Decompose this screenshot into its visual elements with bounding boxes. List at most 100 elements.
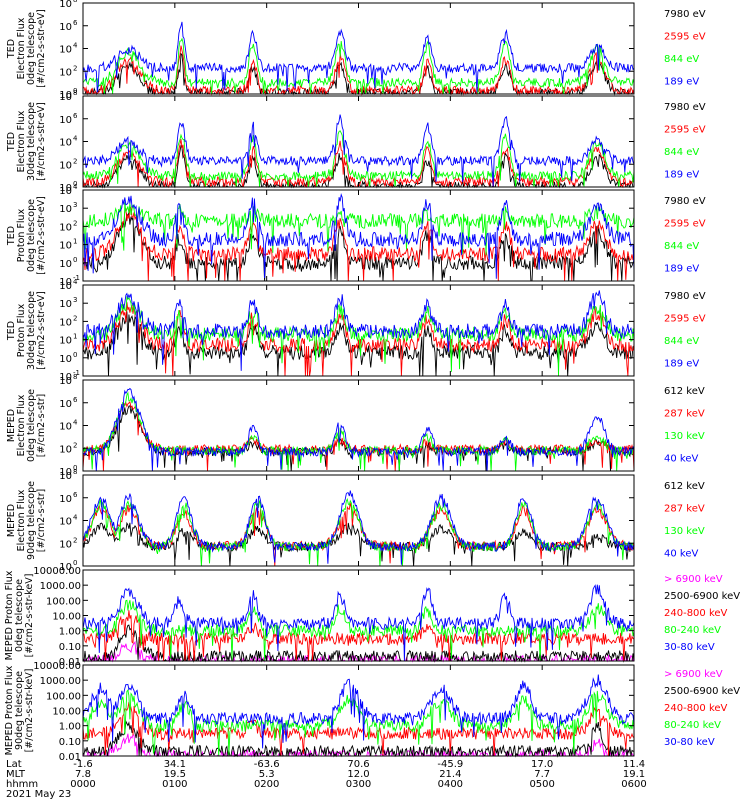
y-axis-label: [#/cm2-s-str-eV] (36, 102, 47, 181)
y-tick-exponent: 4 (73, 183, 78, 191)
y-tick-exponent: -1 (73, 274, 80, 282)
panel-8: 0.01 0.10 1.00 10.00 100.00 1000.00 10000.00 ME… (4, 661, 740, 763)
y-tick-label: 10 (59, 241, 72, 252)
y-axis-label: 30deg telescope (26, 102, 37, 181)
x-row-label: Lat (6, 759, 22, 770)
y-tick-label: 10 (59, 354, 72, 365)
legend-entry: 30-80 keV (664, 642, 715, 653)
y-tick-label: 10 (59, 138, 72, 149)
panel-7: 0.01 0.10 1.00 10.00 100.00 1000.00 10000.00 ME… (4, 566, 740, 668)
y-axis-label: 90deg telescope (26, 481, 37, 560)
date-label: 2021 May 23 (6, 789, 71, 800)
y-tick-exponent: 3 (73, 296, 77, 304)
y-tick-exponent: 4 (73, 42, 78, 50)
y-axis-label: [#/cm2-s-str] (36, 489, 47, 552)
x-tick-label: -1.6 (73, 759, 93, 770)
legend-entry: 7980 eV (664, 9, 706, 20)
series-line-80-240-kev (82, 599, 635, 662)
x-tick-label: -63.6 (254, 759, 280, 770)
series-line-844-ev (82, 37, 635, 95)
x-tick-label: 7.8 (75, 769, 91, 780)
series-line-30-80-kev (82, 584, 635, 662)
y-axis-label: 30deg telescope (26, 291, 37, 370)
legend-entry: 612 keV (664, 386, 705, 397)
legend-entry: 130 keV (664, 526, 705, 537)
y-tick-exponent: 2 (73, 314, 77, 322)
series-line-189-ev (82, 192, 635, 279)
y-tick-exponent: 4 (73, 135, 78, 143)
y-tick-label: 1.00 (59, 722, 81, 733)
y-tick-label: 100.00 (46, 596, 81, 607)
legend-entry: 2595 eV (664, 32, 706, 43)
y-tick-exponent: 2 (73, 536, 77, 544)
y-tick-label: 10 (59, 0, 72, 10)
y-axis-label: [#/cm2-s-str-keV] (24, 574, 35, 658)
series-line-612-kev (82, 405, 635, 472)
y-tick-label: 10 (59, 422, 72, 433)
y-axis-label: [#/cm2-s-str-eV] (36, 196, 47, 275)
legend-entry: 7980 eV (664, 196, 706, 207)
y-axis-label: MEPED (6, 409, 17, 442)
legend-entry: 612 keV (664, 481, 705, 492)
legend-entry: 130 keV (664, 431, 705, 442)
y-tick-exponent: 8 (73, 89, 77, 97)
y-tick-label: 10 (59, 67, 72, 78)
y-tick-label: 0.10 (59, 737, 81, 748)
y-tick-label: 10 (59, 494, 72, 505)
y-tick-label: 10 (59, 281, 72, 292)
y-tick-label: 0.01 (59, 657, 81, 668)
series-line-189-ev (82, 290, 635, 371)
y-tick-label: 10 (59, 467, 72, 478)
y-tick-label: 10 (59, 259, 72, 270)
x-tick-label: 0400 (438, 779, 463, 790)
y-tick-label: 1.00 (59, 627, 81, 638)
legend-entry: 80-240 keV (664, 720, 721, 731)
y-tick-label: 10 (59, 471, 72, 482)
legend-entry: 2500-6900 keV (664, 686, 740, 697)
y-tick-exponent: 0 (73, 180, 77, 188)
x-tick-label: 0000 (70, 779, 95, 790)
y-tick-label: 10.00 (52, 612, 81, 623)
x-tick-label: 0300 (346, 779, 371, 790)
series-line-240-800-kev (82, 701, 635, 757)
y-tick-exponent: 2 (73, 441, 77, 449)
y-tick-label: 10 (59, 399, 72, 410)
series-line-189-ev (82, 114, 635, 187)
x-tick-label: 0100 (162, 779, 187, 790)
y-tick-exponent: 2 (73, 219, 77, 227)
y-tick-label: 10 (59, 186, 72, 197)
y-tick-label: 10000.00 (33, 661, 81, 672)
legend-entry: 2595 eV (664, 125, 706, 136)
x-tick-label: 0200 (254, 779, 279, 790)
y-tick-label: 0.10 (59, 642, 81, 653)
y-axis-label: [#/cm2-s-str] (36, 394, 47, 457)
y-tick-exponent: 0 (73, 351, 77, 359)
series-line-130-kev (83, 498, 635, 567)
x-tick-label: 0500 (529, 779, 554, 790)
legend-entry: 844 eV (664, 147, 699, 158)
y-tick-label: 10 (59, 92, 72, 103)
y-tick-label: 10 (59, 376, 72, 387)
legend-entry: 240-800 keV (664, 703, 728, 714)
legend-entry: 2595 eV (664, 219, 706, 230)
y-tick-label: 10000.00 (33, 566, 81, 577)
x-tick-label: -45.9 (437, 759, 463, 770)
legend-entry: 287 keV (664, 504, 705, 515)
legend-entry: 40 keV (664, 549, 698, 560)
y-axis-label: Electron Flux (16, 110, 27, 172)
y-tick-label: 10 (59, 562, 72, 573)
legend-entry: 844 eV (664, 241, 699, 252)
x-tick-label: 70.6 (347, 759, 369, 770)
x-tick-label: 5.3 (259, 769, 275, 780)
panel-frame (82, 189, 635, 282)
y-tick-exponent: 3 (73, 201, 77, 209)
series-line-189-ev (82, 21, 635, 93)
y-tick-label: 10 (59, 299, 72, 310)
x-tick-label: 21.4 (439, 769, 461, 780)
y-tick-label: 1000.00 (40, 676, 81, 687)
